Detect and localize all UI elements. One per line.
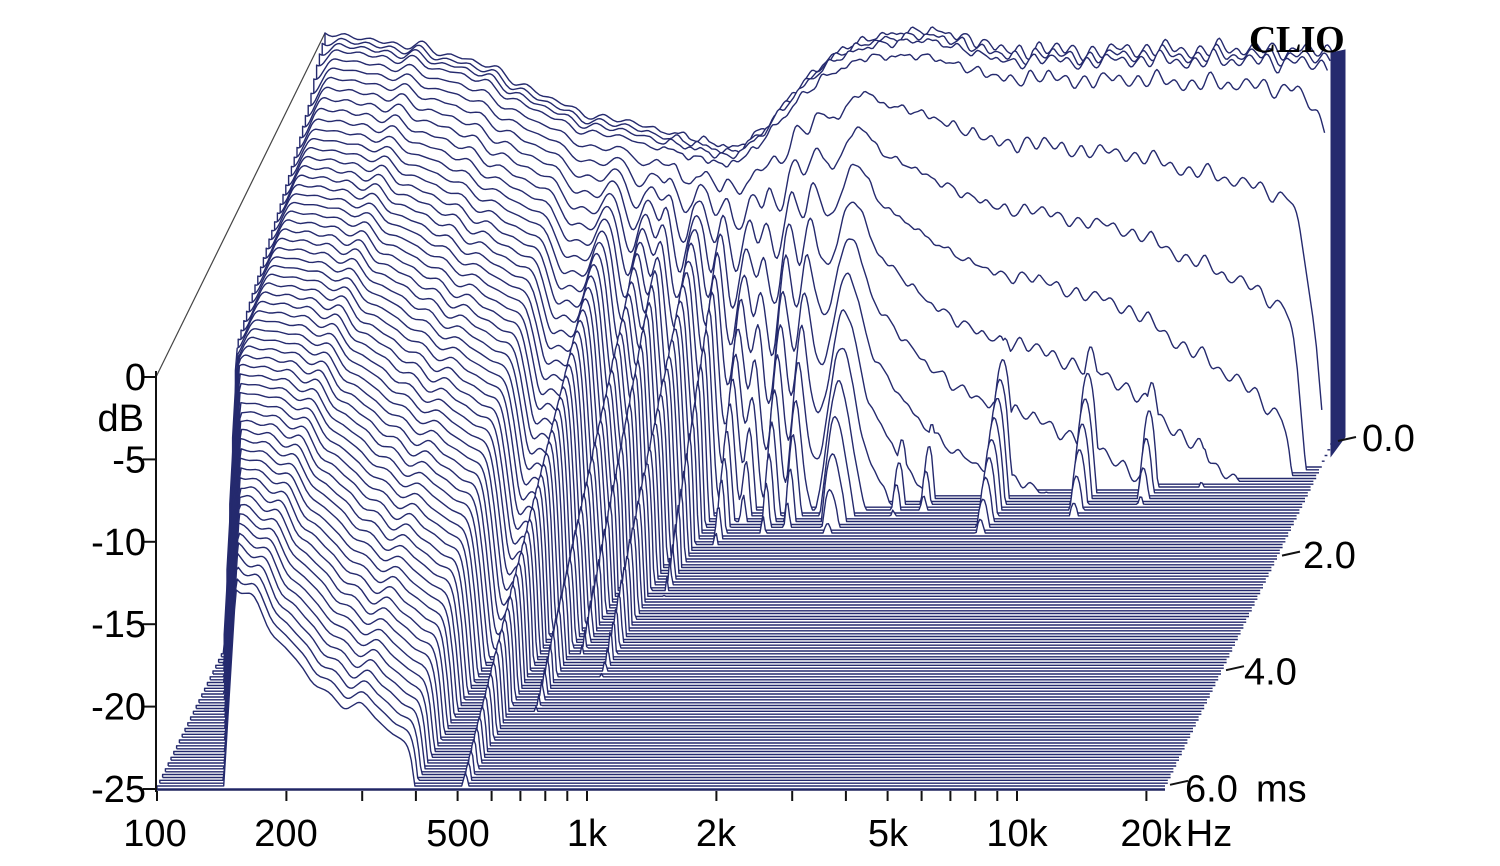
svg-text:-20: -20 xyxy=(91,687,146,729)
svg-text:500: 500 xyxy=(426,813,489,855)
svg-text:1k: 1k xyxy=(567,813,608,855)
svg-text:2k: 2k xyxy=(696,813,737,855)
svg-text:0.0: 0.0 xyxy=(1362,418,1415,460)
svg-text:4.0: 4.0 xyxy=(1244,652,1297,694)
svg-text:200: 200 xyxy=(254,813,317,855)
svg-text:2.0: 2.0 xyxy=(1303,535,1356,577)
svg-text:10k: 10k xyxy=(986,813,1048,855)
svg-text:-10: -10 xyxy=(91,522,146,564)
svg-text:-15: -15 xyxy=(91,604,146,646)
svg-text:100: 100 xyxy=(123,813,186,855)
svg-text:-25: -25 xyxy=(91,769,146,811)
svg-text:20k: 20k xyxy=(1120,813,1182,855)
svg-text:dB: dB xyxy=(98,398,144,440)
svg-text:Hz: Hz xyxy=(1186,813,1232,855)
svg-text:5k: 5k xyxy=(868,813,909,855)
svg-text:0: 0 xyxy=(125,357,146,399)
svg-text:CLIO: CLIO xyxy=(1249,19,1344,61)
svg-text:6.0: 6.0 xyxy=(1185,768,1238,810)
svg-text:ms: ms xyxy=(1256,768,1307,810)
svg-text:-5: -5 xyxy=(112,439,146,481)
